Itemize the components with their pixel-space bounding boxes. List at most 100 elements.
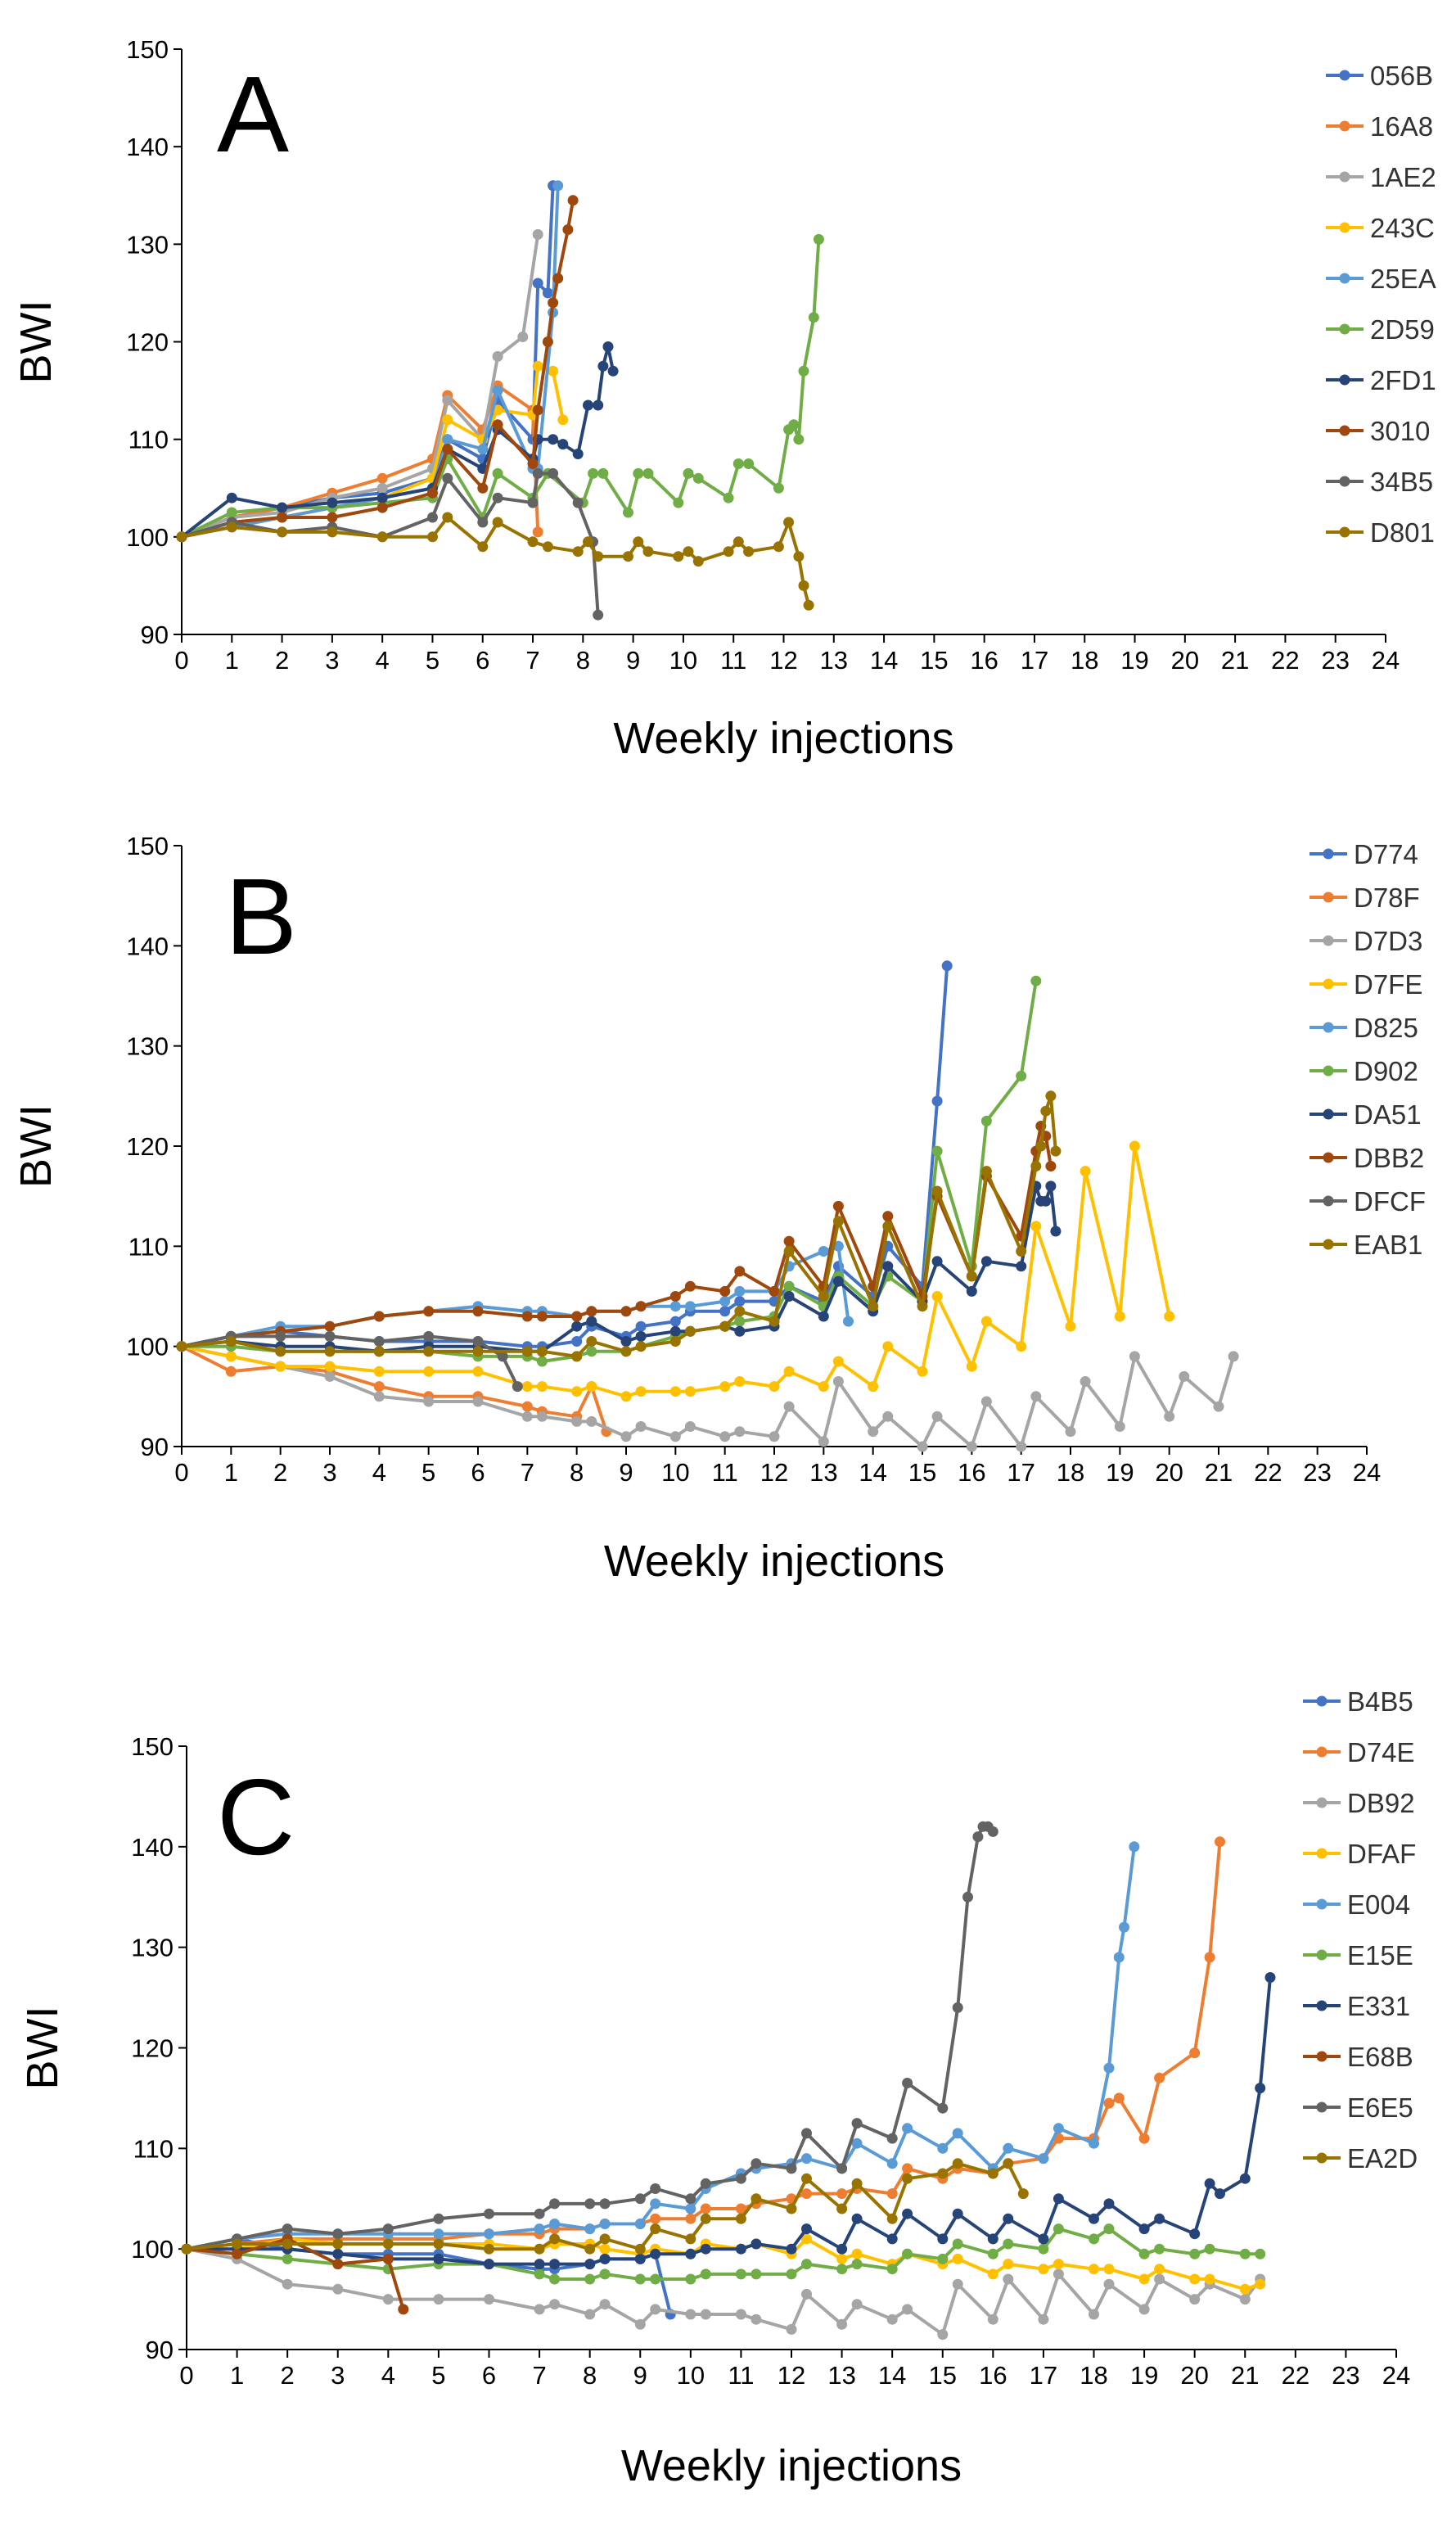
data-point xyxy=(734,1376,746,1387)
x-tick-label: 8 xyxy=(570,1458,584,1487)
data-point xyxy=(1089,2137,1099,2149)
data-point xyxy=(572,497,584,508)
data-point xyxy=(571,1320,583,1332)
data-point xyxy=(931,1256,943,1267)
data-point xyxy=(980,1396,992,1407)
data-point xyxy=(1103,2062,1115,2074)
series-EA2D xyxy=(181,2158,1029,2255)
data-point xyxy=(634,2318,646,2330)
data-point xyxy=(599,2268,611,2280)
data-point xyxy=(719,1296,731,1307)
data-point xyxy=(599,2243,611,2255)
data-point xyxy=(952,2278,963,2290)
data-point xyxy=(1103,2097,1115,2109)
data-point xyxy=(1255,2278,1266,2290)
legend-item: B4B5 xyxy=(1303,1686,1413,1717)
legend-label: D7FE xyxy=(1354,969,1422,1000)
data-point xyxy=(1113,1952,1125,1963)
data-point xyxy=(599,2219,611,2229)
data-point xyxy=(669,1301,681,1312)
legend-marker xyxy=(1339,425,1350,436)
x-tick-label: 18 xyxy=(1057,1458,1084,1487)
y-axis-label: BWI xyxy=(11,1104,61,1188)
legend-label: E68B xyxy=(1347,2042,1413,2072)
series-line xyxy=(186,2161,1026,2251)
data-point xyxy=(623,507,633,518)
y-tick-label: 130 xyxy=(126,1032,169,1061)
data-point xyxy=(937,2253,949,2264)
data-point xyxy=(548,467,559,479)
data-point xyxy=(684,1280,696,1292)
data-point xyxy=(373,1391,385,1402)
data-point xyxy=(599,2198,611,2210)
legend-marker xyxy=(1316,1746,1328,1758)
data-point xyxy=(700,2178,711,2189)
data-point xyxy=(1264,1972,1276,1983)
data-point xyxy=(917,1301,928,1312)
data-point xyxy=(917,1441,928,1452)
data-point xyxy=(813,233,824,245)
data-point xyxy=(801,2223,812,2235)
data-point xyxy=(1040,1105,1052,1117)
x-tick-label: 21 xyxy=(1231,2361,1259,2390)
x-tick-label: 8 xyxy=(576,646,590,675)
data-point xyxy=(423,1330,435,1342)
legend-item: D902 xyxy=(1309,1056,1418,1086)
data-point xyxy=(433,2253,444,2264)
data-point xyxy=(635,1330,647,1342)
data-point xyxy=(733,458,744,469)
data-point xyxy=(324,1361,336,1372)
x-axis-label: Weekly injections xyxy=(604,1537,944,1586)
data-point xyxy=(650,2304,661,2315)
data-point xyxy=(1204,2178,1215,2189)
data-point xyxy=(1189,2294,1201,2305)
data-point xyxy=(427,487,438,499)
data-point xyxy=(634,2219,646,2229)
data-point xyxy=(332,2238,344,2250)
series-line xyxy=(181,516,811,606)
legend-item: E004 xyxy=(1303,1889,1410,1920)
legend-label: E331 xyxy=(1347,1991,1410,2021)
data-point xyxy=(735,2203,746,2214)
legend-item: 34B5 xyxy=(1326,467,1433,497)
data-point xyxy=(1003,2142,1014,2154)
data-point xyxy=(700,2268,711,2280)
data-point xyxy=(669,1316,681,1327)
data-point xyxy=(902,2208,913,2219)
data-point xyxy=(542,336,553,347)
legend-label: 3010 xyxy=(1370,416,1430,446)
data-point xyxy=(685,2203,696,2214)
y-tick-label: 110 xyxy=(128,426,169,454)
panel-letter: B xyxy=(225,856,297,977)
data-point xyxy=(902,2123,913,2134)
data-point xyxy=(851,2299,863,2310)
series-EAB1 xyxy=(176,1090,1062,1362)
data-point xyxy=(620,1431,632,1442)
x-tick-label: 5 xyxy=(431,2361,445,2390)
data-point xyxy=(548,297,559,309)
data-point xyxy=(597,360,609,372)
data-point xyxy=(532,228,543,240)
data-point xyxy=(962,1891,973,1903)
data-point xyxy=(527,458,539,469)
data-point xyxy=(685,2273,696,2285)
data-point xyxy=(1154,2243,1165,2255)
data-point xyxy=(373,1346,385,1357)
data-point xyxy=(620,1336,632,1347)
x-tick-label: 8 xyxy=(583,2361,597,2390)
data-point xyxy=(1035,1140,1047,1152)
data-point xyxy=(669,1431,681,1442)
y-tick-label: 110 xyxy=(133,2134,174,2163)
data-point xyxy=(634,2193,646,2205)
data-point xyxy=(1050,1145,1062,1157)
data-point xyxy=(851,2259,863,2270)
data-point xyxy=(735,2213,746,2224)
data-point xyxy=(931,1145,943,1157)
data-point xyxy=(1080,1376,1091,1387)
data-point xyxy=(562,224,574,235)
data-point xyxy=(398,2304,409,2315)
data-point xyxy=(484,2243,494,2255)
data-point xyxy=(832,1200,844,1212)
data-point xyxy=(232,2248,243,2259)
